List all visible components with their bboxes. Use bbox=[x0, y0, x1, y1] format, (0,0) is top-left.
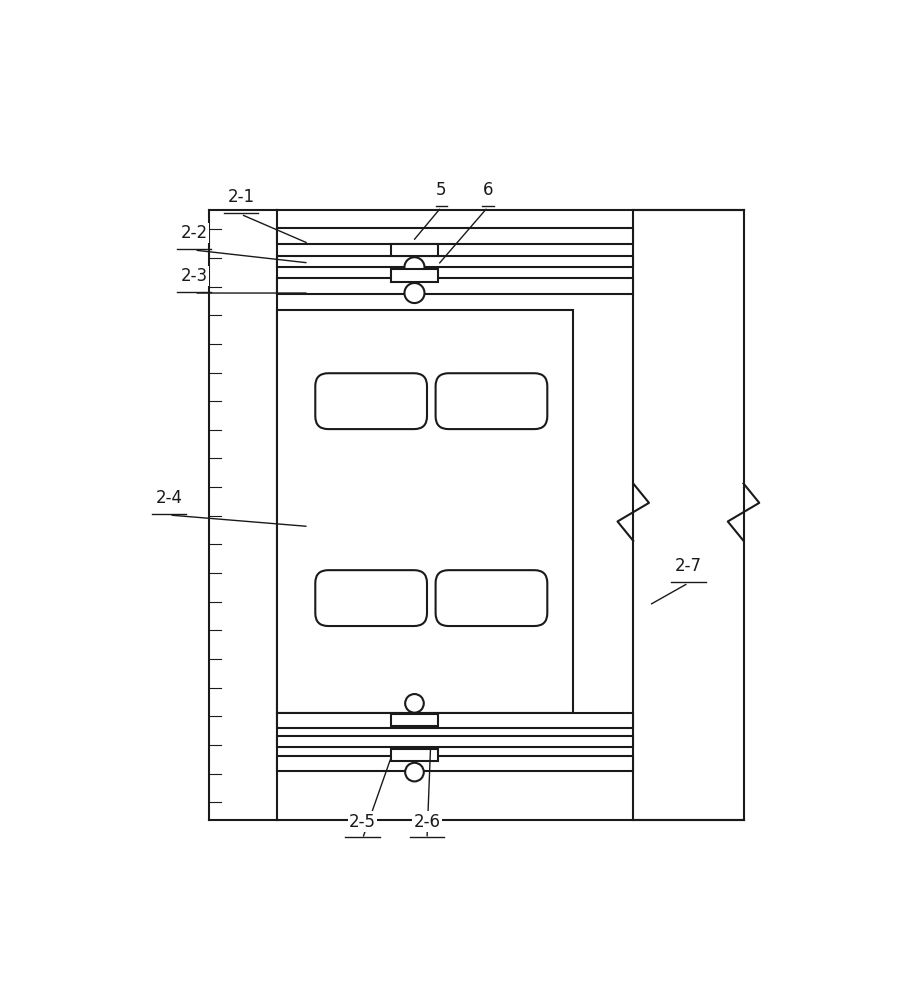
Text: 2-3: 2-3 bbox=[181, 267, 208, 285]
Bar bbox=[391, 244, 438, 256]
FancyBboxPatch shape bbox=[315, 373, 427, 429]
FancyBboxPatch shape bbox=[435, 570, 547, 626]
Bar bbox=[391, 749, 438, 761]
Bar bbox=[276, 228, 633, 244]
Bar bbox=[391, 269, 438, 282]
FancyBboxPatch shape bbox=[315, 570, 427, 626]
FancyBboxPatch shape bbox=[435, 373, 547, 429]
Text: 6: 6 bbox=[482, 181, 493, 199]
Circle shape bbox=[405, 257, 424, 277]
Text: 2-5: 2-5 bbox=[349, 813, 376, 831]
Text: 2-7: 2-7 bbox=[675, 557, 702, 575]
Bar bbox=[276, 310, 573, 713]
Text: 2-6: 2-6 bbox=[414, 813, 441, 831]
Circle shape bbox=[405, 283, 424, 303]
Text: 2-2: 2-2 bbox=[181, 224, 208, 242]
Text: 2-4: 2-4 bbox=[156, 489, 183, 507]
Bar bbox=[276, 256, 633, 267]
Bar bbox=[276, 736, 633, 747]
Circle shape bbox=[405, 763, 424, 781]
Circle shape bbox=[405, 694, 424, 713]
Bar bbox=[276, 713, 633, 728]
Text: 2-1: 2-1 bbox=[227, 188, 254, 206]
Bar bbox=[276, 278, 633, 294]
Bar bbox=[276, 756, 633, 771]
Text: 5: 5 bbox=[436, 181, 446, 199]
Bar bbox=[391, 714, 438, 726]
